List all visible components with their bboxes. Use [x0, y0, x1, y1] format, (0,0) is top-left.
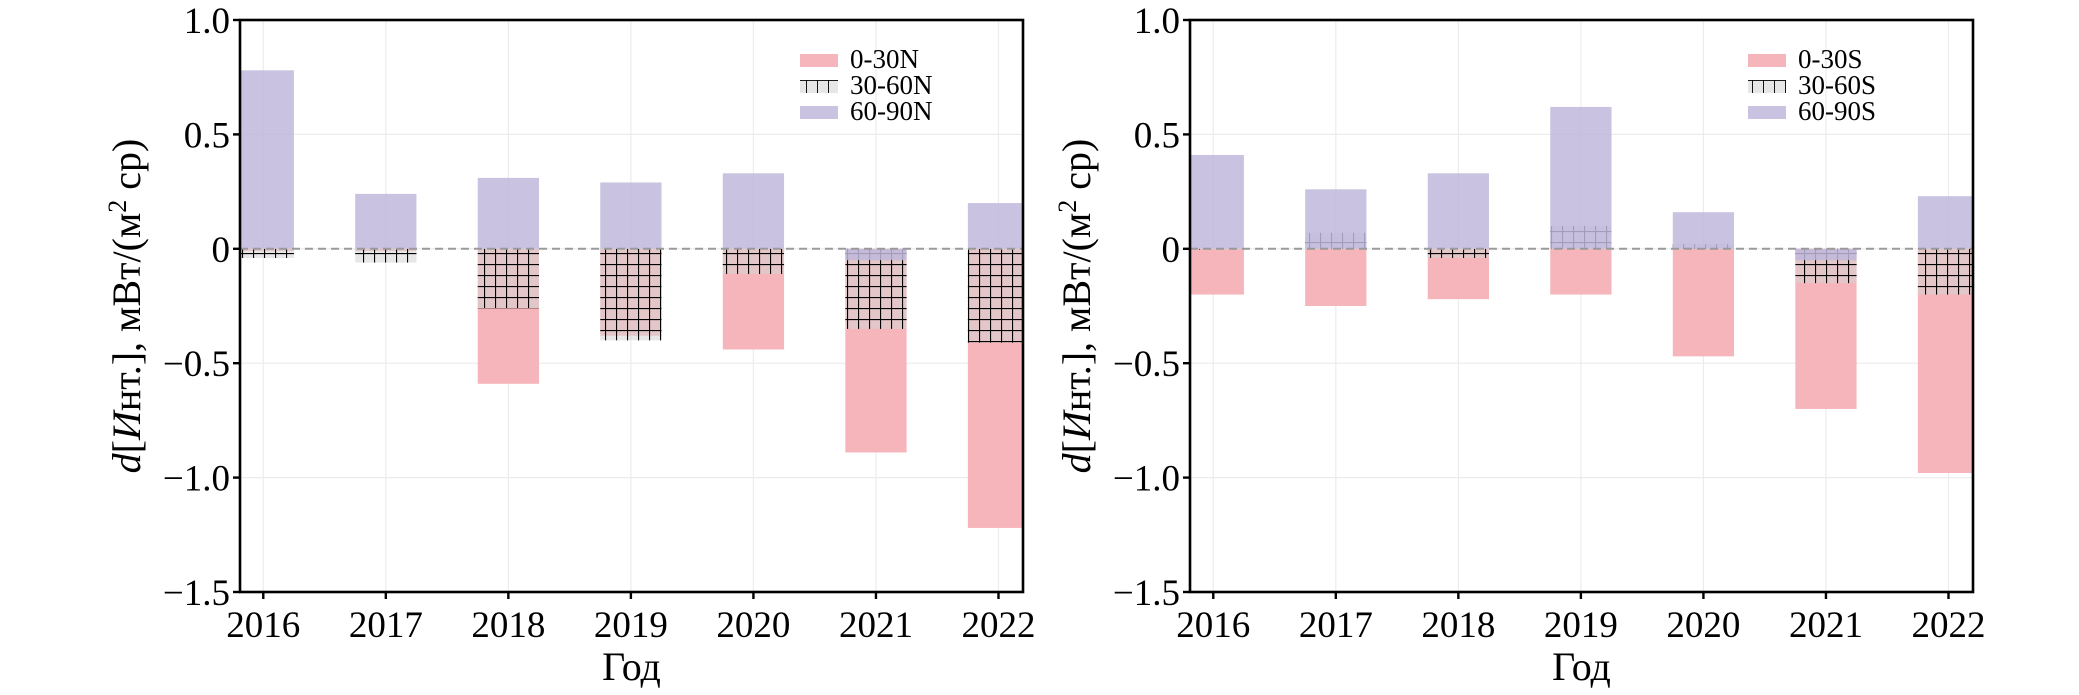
bar-60-90s-2018[interactable]	[1427, 173, 1489, 249]
y-axis-label-part2: ср)	[104, 139, 149, 200]
bar-hatch-30-60n-2018	[477, 248, 539, 309]
y-axis-label-part2: ср)	[1054, 139, 1099, 200]
x-tick-label: 2017	[1299, 605, 1373, 646]
x-tick-label: 2016	[1176, 605, 1250, 646]
x-tick-label: 2019	[594, 605, 668, 646]
legend-swatch	[1748, 54, 1786, 67]
bar-0-30s-2017[interactable]	[1305, 248, 1367, 306]
y-axis-label-d: d	[104, 452, 149, 473]
legend-label: 30-60S	[1798, 70, 1876, 100]
bar-60-90s-2019[interactable]	[1550, 106, 1612, 249]
legend-item-0-30s[interactable]: 0-30S	[1748, 44, 1863, 74]
legend-label: 0-30S	[1798, 44, 1863, 74]
bar-60-90s-2022[interactable]	[1917, 196, 1979, 249]
bar-0-30s-2016[interactable]	[1183, 248, 1244, 295]
y-tick-label: −0.5	[1113, 344, 1180, 385]
legend-item-30-60n[interactable]: 30-60N	[800, 70, 933, 100]
y-tick-label: −1.0	[163, 459, 230, 500]
bar-hatch-30-60s-2022	[1917, 248, 1973, 295]
bar-hatch-30-60n-2017	[355, 248, 417, 263]
y-axis-label-part1: нт.], мВт/(м	[1054, 213, 1099, 411]
legend-swatch-hatch	[800, 80, 838, 93]
bar-hatch-30-60s-2018	[1427, 248, 1489, 258]
y-axis-label-sup: 2	[1053, 200, 1082, 213]
legend-swatch-hatch	[1748, 80, 1786, 93]
legend-label: 60-90N	[850, 96, 933, 126]
bar-60-90s-2020[interactable]	[1672, 212, 1735, 249]
y-axis-label: d[Инт.], мВт/(м2 ср)	[1053, 139, 1100, 474]
x-tick-label: 2018	[1421, 605, 1495, 646]
bar-60-90s-2017[interactable]	[1305, 189, 1367, 249]
x-tick-label: 2019	[1544, 605, 1618, 646]
y-axis-label: d[Инт.], мВт/(м2 ср)	[103, 139, 150, 474]
x-tick-label: 2021	[839, 605, 913, 646]
bar-60-90n-2021[interactable]	[845, 248, 907, 261]
y-axis-label-sup: 2	[103, 200, 132, 213]
legend-swatch	[800, 106, 838, 119]
y-axis-label-i: И	[104, 409, 149, 441]
bar-60-90n-2020[interactable]	[722, 173, 785, 249]
legend-item-30-60s[interactable]: 30-60S	[1748, 70, 1876, 100]
y-tick-label: 0	[1162, 230, 1181, 271]
y-axis-label-bracket: [	[1054, 440, 1099, 453]
bar-hatch-30-60n-2020	[722, 248, 785, 274]
bar-hatch-30-60n-2016	[240, 248, 294, 258]
bars	[1183, 106, 1979, 474]
x-tick-label: 2020	[1666, 605, 1740, 646]
x-tick-label: 2018	[471, 605, 545, 646]
bars	[233, 70, 1029, 528]
y-tick-label: 0.5	[184, 115, 230, 156]
y-tick-label: 0.5	[1134, 115, 1180, 156]
bar-hatch-30-60n-2019	[600, 248, 662, 341]
series-60-90n	[233, 70, 1029, 261]
x-tick-label: 2022	[961, 605, 1035, 646]
bar-hatch-30-60n-2022	[967, 248, 1023, 343]
bar-60-90n-2019[interactable]	[600, 182, 662, 249]
y-tick-label: 1.0	[184, 1, 230, 42]
y-tick-label: −1.5	[163, 573, 230, 614]
x-tick-label: 2021	[1789, 605, 1863, 646]
bar-60-90n-2022[interactable]	[967, 203, 1029, 249]
x-axis-label: Год	[602, 644, 661, 689]
legend-label: 30-60N	[850, 70, 933, 100]
bar-60-90n-2016[interactable]	[233, 70, 294, 249]
legend-item-0-30n[interactable]: 0-30N	[800, 44, 919, 74]
legend-swatch	[800, 54, 838, 67]
x-tick-label: 2017	[349, 605, 423, 646]
x-tick-label: 2016	[226, 605, 300, 646]
series-30-60n	[240, 248, 1023, 343]
bar-0-30s-2020[interactable]	[1672, 248, 1735, 357]
x-axis-label: Год	[1552, 644, 1611, 689]
y-tick-label: 0	[212, 230, 231, 271]
y-tick-label: 1.0	[1134, 1, 1180, 42]
legend-item-60-90s[interactable]: 60-90S	[1748, 96, 1876, 126]
series-60-90s	[1183, 106, 1979, 261]
bar-60-90s-2021[interactable]	[1795, 248, 1857, 261]
x-tick-label: 2020	[716, 605, 790, 646]
legend-label: 0-30N	[850, 44, 919, 74]
y-tick-label: −1.0	[1113, 459, 1180, 500]
legend-label: 60-90S	[1798, 96, 1876, 126]
y-axis-label-d: d	[1054, 452, 1099, 473]
bar-60-90n-2018[interactable]	[477, 177, 539, 249]
y-axis-label-i: И	[1054, 409, 1099, 441]
bar-0-30s-2019[interactable]	[1550, 248, 1612, 295]
y-axis-label-bracket: [	[104, 440, 149, 453]
y-axis-label-part1: нт.], мВт/(м	[104, 213, 149, 411]
bar-hatch-30-60n-2021	[845, 248, 907, 329]
bar-60-90n-2017[interactable]	[355, 193, 417, 249]
legend-item-60-90n[interactable]: 60-90N	[800, 96, 933, 126]
y-tick-label: −0.5	[163, 344, 230, 385]
x-tick-label: 2022	[1911, 605, 1985, 646]
legend-swatch	[1748, 106, 1786, 119]
y-tick-label: −1.5	[1113, 573, 1180, 614]
bar-60-90s-2016[interactable]	[1183, 154, 1244, 249]
